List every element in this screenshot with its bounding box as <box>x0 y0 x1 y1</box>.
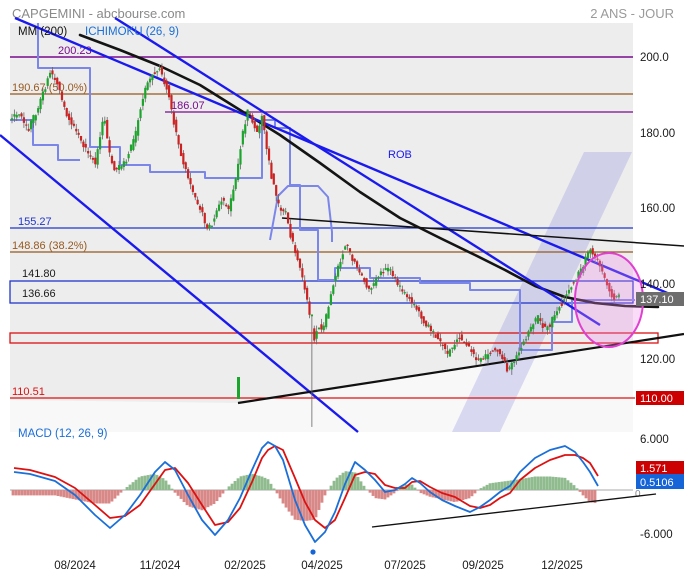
ichimoku-span-2 <box>269 185 333 242</box>
macd-signal-badge-text: 1.571 <box>640 463 668 475</box>
last-price-badge-text: 137.10 <box>640 294 674 306</box>
y-axis-tick-120.00: 120.00 <box>640 354 675 366</box>
macd-axis-tick--6.000: -6.000 <box>640 529 673 541</box>
price-level-label-110.51: 110.51 <box>12 386 45 398</box>
thin-resistance-line <box>281 217 684 247</box>
trendline-handle-marker <box>237 377 240 399</box>
rob-descending-trendline <box>14 16 684 302</box>
y-axis-tick-140.00: 140.00 <box>640 279 675 291</box>
macd-axis-tick-6.000: 6.000 <box>640 434 669 446</box>
ichimoku-span-1 <box>37 23 635 351</box>
x-axis-label-07/2025: 07/2025 <box>384 560 426 572</box>
y-axis-tick-200.0: 200.0 <box>640 52 669 64</box>
page-title: CAPGEMINI - abcbourse.com <box>12 6 186 21</box>
x-axis-label-09/2025: 09/2025 <box>462 560 504 572</box>
x-axis-label-04/2025: 04/2025 <box>301 560 343 572</box>
macd-axis-tick-0: 0 <box>635 489 641 500</box>
level-110-badge-text: 110.00 <box>640 393 673 405</box>
background-wedge <box>10 341 633 432</box>
level-110-badge <box>636 391 684 405</box>
macd-histogram <box>11 471 597 521</box>
timeframe-label: 2 ANS - JOUR <box>590 6 674 21</box>
chart-header: CAPGEMINI - abcbourse.com 2 ANS - JOUR <box>0 2 684 22</box>
upper-steep-trendline <box>114 16 601 327</box>
y-axis-tick-160.00: 160.00 <box>640 203 675 215</box>
macd-line <box>13 441 599 543</box>
last-price-badge <box>636 292 684 306</box>
macd-indicator-label: MACD (12, 26, 9) <box>18 428 108 440</box>
macd-value-badge-text: 0.5106 <box>640 477 674 489</box>
analysis-highlight-ellipse <box>574 252 644 348</box>
price-level-label-186.07: 186.07 <box>171 100 205 112</box>
price-level-label-155.27: 155.27 <box>18 216 52 228</box>
lower-steep-trendline <box>0 134 359 433</box>
x-axis-label-08/2024: 08/2024 <box>54 560 96 572</box>
x-axis-label-12/2025: 12/2025 <box>541 560 583 572</box>
y-axis-tick-180.00: 180.00 <box>640 128 675 140</box>
price-level-label-200.23: 200.23 <box>58 45 92 57</box>
ichimoku-indicator-label: ICHIMOKU (26, 9) <box>85 26 179 38</box>
price-level-label-148.86: 148.86 (38.2%) <box>12 240 87 252</box>
annotation-label-rob: ROB <box>388 149 412 161</box>
macd-value-badge <box>636 474 684 489</box>
macd-trendline <box>371 493 657 528</box>
annotation-label-141.80: 141.80 <box>22 268 56 280</box>
event-marker-dot <box>310 549 316 555</box>
ichimoku-span-3 <box>10 119 80 161</box>
price-level-label-190.67: 190.67 (50.0%) <box>12 82 87 94</box>
x-axis-label-11/2024: 11/2024 <box>140 560 181 572</box>
mm200-indicator-label: MM (200) <box>18 26 67 38</box>
annotation-label-136.66: 136.66 <box>22 288 56 300</box>
macd-signal-line <box>13 445 599 529</box>
candlestick-series <box>10 63 620 427</box>
macd-signal-badge <box>636 461 684 475</box>
ascending-support-line <box>237 332 684 405</box>
x-axis-label-02/2025: 02/2025 <box>224 560 266 572</box>
